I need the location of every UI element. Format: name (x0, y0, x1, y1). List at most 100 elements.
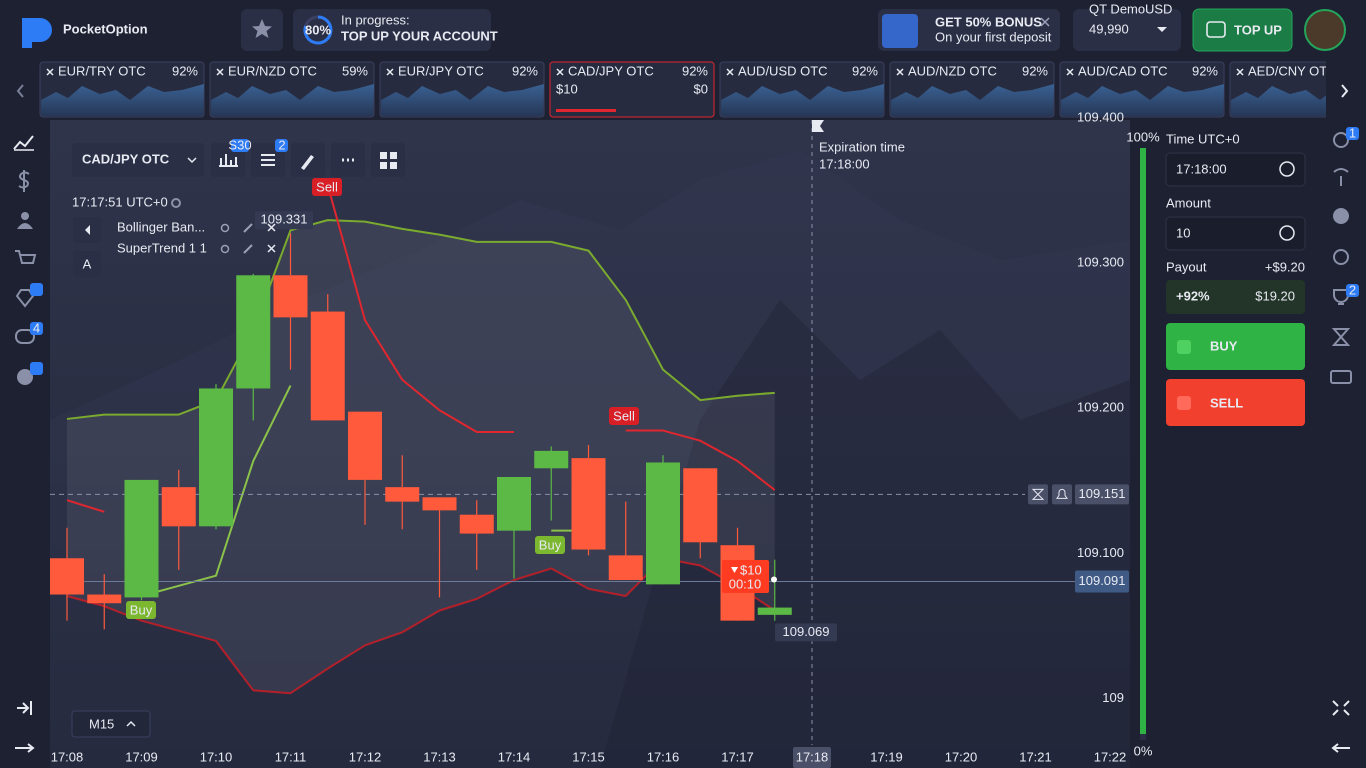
top-up-button[interactable] (1192, 8, 1293, 52)
avatar[interactable] (1304, 9, 1346, 51)
edit-icon[interactable] (243, 223, 253, 233)
fullscreen-icon[interactable] (1332, 700, 1350, 716)
asset-payout: 92% (682, 63, 708, 78)
logout-icon[interactable] (17, 701, 32, 715)
signals-icon[interactable] (1333, 168, 1349, 186)
edit-icon[interactable] (243, 244, 253, 254)
level-tag-icon[interactable] (1052, 484, 1072, 505)
progress-box[interactable] (293, 9, 491, 51)
wallet-icon (1206, 21, 1226, 38)
chart-type-icon (219, 154, 238, 167)
target-icon[interactable] (1333, 249, 1349, 265)
keyboard-icon[interactable] (1330, 370, 1352, 384)
candle-body (199, 388, 233, 527)
asset-name: EUR/NZD OTC (228, 63, 317, 78)
x-tick-label: 17:16 (647, 749, 680, 764)
close-icon[interactable] (896, 68, 904, 76)
visibility-icon[interactable] (220, 244, 230, 254)
chat-icon[interactable] (15, 329, 35, 344)
close-icon[interactable] (1236, 68, 1244, 76)
time-input[interactable] (1165, 152, 1306, 187)
bell-icon (1056, 488, 1068, 499)
x-tick-label: 17:15 (572, 749, 605, 764)
layout-button[interactable] (371, 143, 405, 177)
candle-body (757, 607, 792, 615)
expand-icon[interactable] (15, 743, 35, 753)
x-tick-label: 17:11 (275, 749, 307, 764)
trade-amount: $10 (740, 562, 762, 577)
buy-icon (1177, 340, 1191, 354)
close-icon[interactable] (556, 68, 564, 76)
close-icon[interactable] (726, 68, 734, 76)
asset-name: CAD/JPY OTC (568, 63, 654, 78)
x-tick-label: 17:22 (1094, 749, 1127, 764)
star-icon (252, 19, 272, 38)
asset-payout: 92% (1192, 63, 1218, 78)
x-tick-label: 17:14 (498, 749, 531, 764)
account-box[interactable] (1073, 9, 1181, 51)
candle-body (161, 487, 196, 527)
timeframe-selector[interactable] (71, 710, 151, 738)
candle-body (683, 468, 718, 543)
bonus-box[interactable] (878, 9, 1060, 51)
asset-tab[interactable] (549, 61, 715, 118)
y-tick-label: 109.300 (1077, 255, 1124, 270)
close-icon[interactable] (1066, 68, 1074, 76)
close-icon[interactable] (46, 68, 54, 76)
text-tool-button[interactable] (73, 251, 101, 277)
x-tick-label: 17:21 (1019, 749, 1052, 764)
messages-badge-box (30, 322, 43, 335)
sparkline (721, 84, 884, 116)
chart-icon[interactable] (13, 135, 34, 150)
supertrend-up (141, 385, 292, 597)
candle-body (87, 594, 122, 604)
market-icon[interactable] (15, 250, 37, 264)
sell-button[interactable] (1166, 379, 1305, 426)
close-icon[interactable] (216, 68, 224, 76)
supertrend-down (625, 429, 776, 491)
current-price-tag (1075, 570, 1129, 593)
help-icon[interactable] (17, 369, 33, 385)
remove-icon[interactable] (267, 244, 276, 253)
profile-icon[interactable] (21, 212, 29, 220)
candle-body (534, 450, 569, 469)
trophy-badge-box (1346, 284, 1359, 297)
time-icon[interactable] (1279, 161, 1295, 177)
buy-button[interactable] (1166, 323, 1305, 370)
payout-profit: +$9.20 (1265, 259, 1305, 274)
visibility-icon[interactable] (220, 223, 230, 233)
percent-top: 100% (1126, 129, 1160, 144)
currency-icon[interactable] (1279, 225, 1295, 241)
candle-body (422, 497, 457, 511)
chart-badge: S30 (228, 137, 251, 152)
sparkline (1061, 84, 1224, 116)
scroll-left[interactable] (16, 84, 24, 98)
candle-body (497, 476, 531, 531)
chart-badge-box (231, 139, 249, 152)
x-tick-label: 17:17 (721, 749, 754, 764)
y-tick-label: 109.200 (1077, 400, 1124, 415)
expiration-flag (812, 120, 824, 132)
hourglass-icon[interactable] (1331, 328, 1351, 346)
indicators-icon (261, 154, 275, 166)
finance-icon[interactable] (18, 170, 30, 192)
collapse-panel-icon[interactable] (1331, 743, 1350, 753)
close-icon[interactable] (1040, 17, 1050, 27)
scroll-right[interactable] (1341, 84, 1349, 98)
asset-tabs: EUR/TRY OTC 92% EUR/NZD OTC 59% EUR/JPY OTC 9… (39, 61, 1326, 118)
x-tick-label: 17:09 (125, 749, 158, 764)
social-icon[interactable] (1333, 208, 1349, 224)
close-icon[interactable] (386, 68, 394, 76)
clock-settings-icon[interactable] (171, 198, 181, 208)
progress-task: TOP UP YOUR ACCOUNT (341, 28, 498, 43)
asset-selector[interactable] (72, 143, 204, 177)
remove-icon[interactable] (267, 223, 276, 232)
history-icon[interactable] (1333, 132, 1349, 148)
level-price-label: 109.151 (1079, 486, 1126, 501)
asset-name: AUD/CAD OTC (1078, 63, 1168, 78)
candle-body (50, 558, 84, 595)
expiration-label: Expiration time (819, 139, 905, 154)
amount-input[interactable] (1165, 216, 1306, 251)
signal-label: Sell (613, 408, 635, 423)
